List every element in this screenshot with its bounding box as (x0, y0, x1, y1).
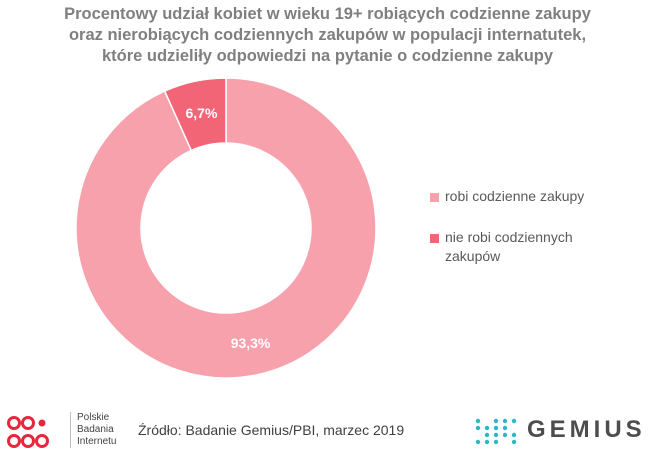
pbi-logo-circle (38, 419, 46, 427)
gemius-dot (511, 418, 517, 424)
gemius-dot (484, 432, 490, 438)
donut-slice-robi (75, 77, 377, 379)
gemius-dot (475, 425, 481, 431)
data-label-nie-robi: 6,7% (185, 105, 217, 121)
pbi-logo-circle (7, 416, 21, 430)
legend-swatch-nie-robi (430, 234, 439, 243)
gemius-logo-text: GEMIUS (527, 416, 646, 443)
gemius-dot (493, 432, 499, 438)
pbi-text-line-3: Internetu (77, 436, 117, 447)
gemius-dot (502, 418, 508, 424)
pbi-logo-text: Polskie Badania Internetu (70, 412, 116, 448)
gemius-dot (493, 418, 499, 424)
gemius-dot (475, 439, 481, 445)
pbi-logo-circle (7, 434, 21, 448)
gemius-dot (511, 432, 517, 438)
donut-slice-nie-robi (163, 77, 227, 152)
chart-title-line-1: Procentowy udział kobiet w wieku 19+ rob… (64, 5, 591, 23)
pbi-text-line-1: Polskie (77, 412, 110, 423)
pbi-logo-circle (21, 416, 35, 430)
chart-title-line-2: oraz nierobiących codziennych zakupów w … (68, 26, 587, 44)
pbi-logo-circle (21, 434, 35, 448)
gemius-dot (502, 425, 508, 431)
gemius-dot (484, 439, 490, 445)
pbi-logo (7, 416, 49, 448)
data-label-robi: 93,3% (231, 335, 271, 351)
chart-title: Procentowy udział kobiet w wieku 19+ rob… (20, 4, 635, 67)
legend-item-nie-robi: nie robi codziennych zakupów (430, 228, 640, 266)
legend-swatch-robi (430, 193, 439, 202)
gemius-dot (475, 418, 481, 424)
gemius-dot (484, 425, 490, 431)
gemius-dot (511, 439, 517, 445)
legend-item-robi: robi codzienne zakupy (430, 187, 640, 206)
legend-label-nie-robi-line-2: zakupów (445, 248, 501, 264)
gemius-dots-icon (475, 418, 517, 445)
donut-chart: 93,3% 6,7% (75, 77, 377, 379)
gemius-dot (493, 439, 499, 445)
legend-label-robi: robi codzienne zakupy (445, 188, 585, 204)
pbi-logo-circle (35, 434, 49, 448)
pbi-text-line-2: Badania (77, 424, 114, 435)
gemius-dot (493, 425, 499, 431)
source-note: Źródło: Badanie Gemius/PBI, marzec 2019 (138, 422, 405, 438)
legend-label-nie-robi-line-1: nie robi codziennych (445, 229, 573, 245)
legend: robi codzienne zakupy nie robi codzienny… (430, 187, 640, 266)
gemius-dot (502, 432, 508, 438)
chart-title-line-3: które udzieliły odpowiedzi na pytanie o … (101, 47, 554, 65)
